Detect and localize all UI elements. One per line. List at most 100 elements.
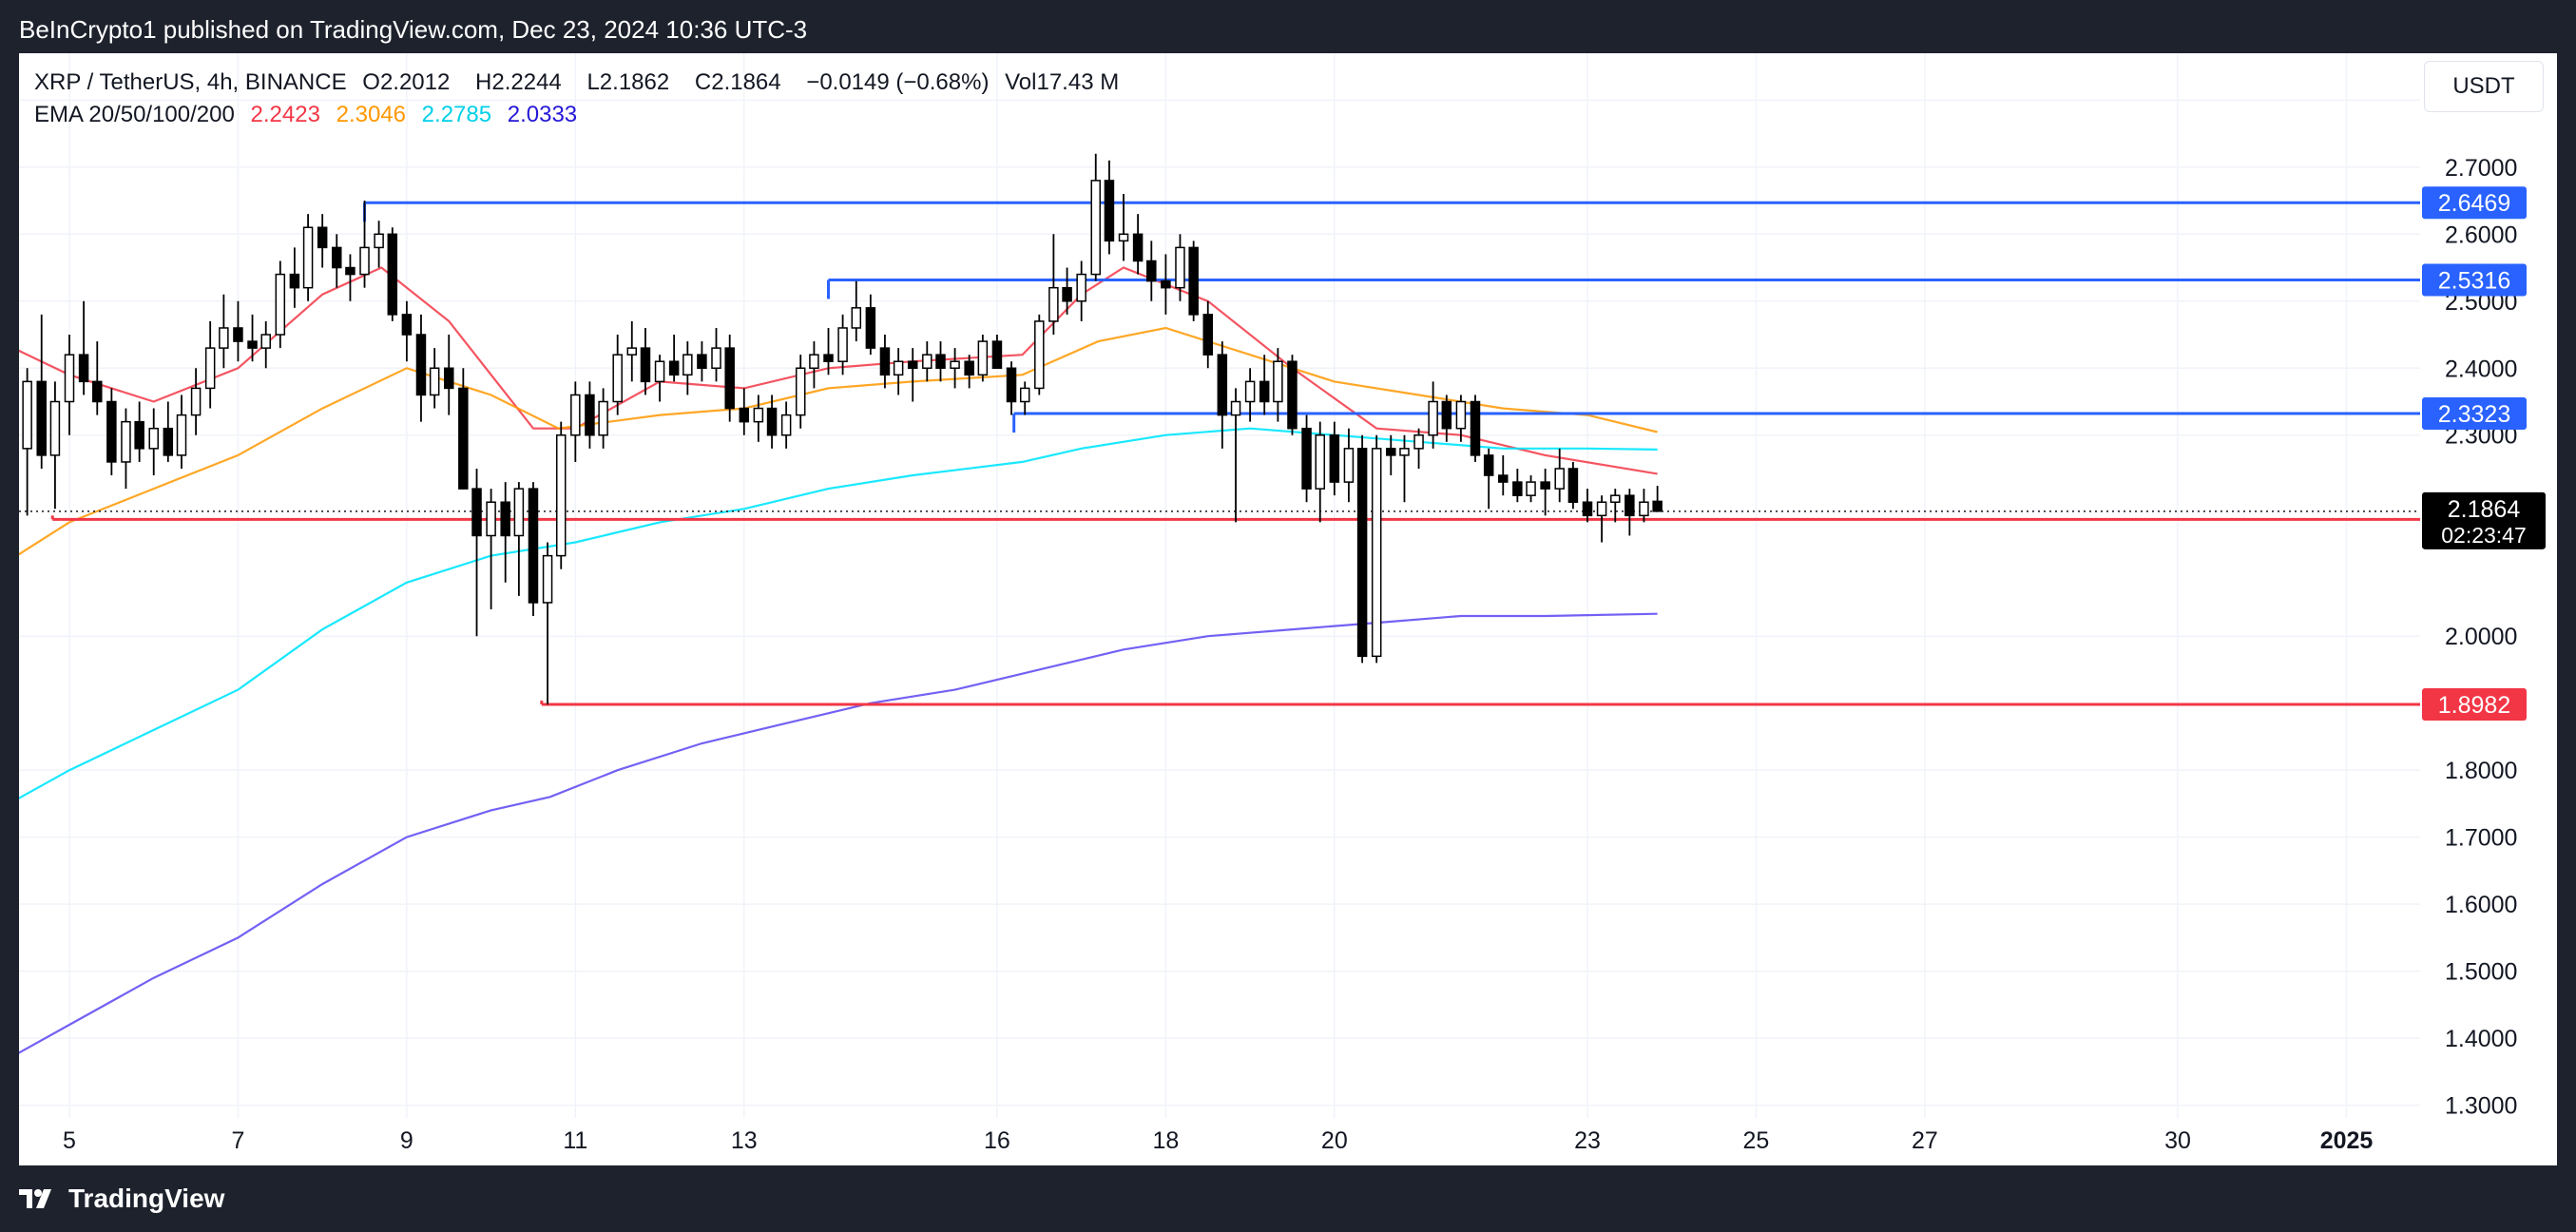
candle-up[interactable]: [49, 400, 61, 456]
candle-up[interactable]: [374, 233, 384, 249]
candle-down[interactable]: [1259, 380, 1270, 403]
candle-down[interactable]: [935, 354, 946, 370]
candle-up[interactable]: [204, 347, 216, 390]
candle-up[interactable]: [542, 554, 553, 604]
candle-up[interactable]: [1596, 501, 1607, 517]
candle-up[interactable]: [1244, 380, 1256, 403]
candle-down[interactable]: [233, 327, 243, 342]
candle-up[interactable]: [1399, 448, 1410, 456]
symbol-label[interactable]: XRP / TetherUS, 4h, BINANCE: [34, 69, 347, 95]
candle-down[interactable]: [1132, 233, 1144, 262]
candle-up[interactable]: [22, 380, 32, 450]
candle-down[interactable]: [92, 380, 103, 403]
candle-up[interactable]: [1230, 400, 1241, 416]
candle-down[interactable]: [766, 407, 778, 436]
candle-down[interactable]: [724, 347, 735, 410]
candle-down[interactable]: [1188, 246, 1199, 316]
candle-up[interactable]: [809, 354, 819, 370]
candle-up[interactable]: [1315, 433, 1326, 490]
candle-down[interactable]: [106, 400, 117, 463]
candle-up[interactable]: [1639, 501, 1649, 517]
candle-down[interactable]: [1470, 400, 1481, 456]
candle-down[interactable]: [907, 360, 918, 370]
candle-down[interactable]: [1441, 400, 1452, 430]
candle-up[interactable]: [780, 414, 792, 436]
candle-down[interactable]: [640, 347, 651, 383]
candle-down[interactable]: [78, 354, 89, 383]
candle-down[interactable]: [1624, 494, 1635, 517]
candle-down[interactable]: [1356, 448, 1368, 658]
candle-up[interactable]: [1076, 273, 1086, 302]
candle-down[interactable]: [1202, 314, 1213, 356]
candle-down[interactable]: [879, 347, 891, 376]
candle-down[interactable]: [1146, 260, 1157, 282]
candle-down[interactable]: [1062, 286, 1072, 302]
candle-up[interactable]: [148, 427, 159, 450]
candle-down[interactable]: [289, 273, 300, 289]
candlestick-chart[interactable]: 2.80002.70002.60002.50002.40002.30002.00…: [19, 53, 2557, 1165]
candle-down[interactable]: [865, 307, 876, 349]
candle-up[interactable]: [1034, 320, 1045, 390]
candle-down[interactable]: [739, 407, 750, 423]
candle-up[interactable]: [598, 400, 608, 436]
candle-up[interactable]: [302, 226, 314, 289]
candle-down[interactable]: [1652, 500, 1663, 512]
candle-down[interactable]: [1006, 367, 1017, 403]
candle-down[interactable]: [1217, 354, 1228, 416]
candle-up[interactable]: [176, 414, 187, 456]
candle-up[interactable]: [1413, 433, 1424, 450]
candle-up[interactable]: [1455, 400, 1467, 430]
candle-up[interactable]: [1343, 448, 1355, 483]
candle-down[interactable]: [991, 340, 1003, 370]
candle-down[interactable]: [1582, 501, 1593, 517]
candle-down[interactable]: [247, 340, 258, 349]
candle-up[interactable]: [260, 334, 271, 349]
candle-down[interactable]: [317, 226, 328, 249]
candle-up[interactable]: [977, 340, 989, 376]
candle-up[interactable]: [1371, 448, 1382, 658]
candle-down[interactable]: [1512, 481, 1523, 496]
candle-down[interactable]: [668, 360, 680, 376]
candle-up[interactable]: [1610, 494, 1621, 503]
currency-button[interactable]: USDT: [2424, 61, 2544, 112]
candle-up[interactable]: [513, 488, 525, 537]
candle-up[interactable]: [837, 327, 848, 362]
candle-up[interactable]: [1048, 286, 1059, 322]
candle-up[interactable]: [1175, 246, 1185, 289]
candle-up[interactable]: [275, 273, 286, 336]
candle-down[interactable]: [345, 266, 356, 276]
tradingview-brand[interactable]: TradingView: [19, 1184, 224, 1214]
candle-down[interactable]: [134, 420, 144, 450]
candle-down[interactable]: [458, 387, 469, 490]
candle-up[interactable]: [893, 360, 904, 376]
candle-up[interactable]: [1019, 387, 1030, 403]
candle-up[interactable]: [626, 347, 638, 356]
candle-up[interactable]: [753, 407, 764, 423]
candle-up[interactable]: [190, 387, 202, 416]
candle-up[interactable]: [682, 354, 693, 376]
candle-up[interactable]: [219, 327, 229, 349]
candle-down[interactable]: [471, 488, 482, 537]
candle-up[interactable]: [359, 246, 370, 276]
candle-down[interactable]: [163, 427, 174, 456]
candle-up[interactable]: [1273, 360, 1283, 403]
candle-down[interactable]: [1498, 474, 1509, 483]
candle-up[interactable]: [1090, 180, 1101, 276]
candle-down[interactable]: [444, 367, 454, 390]
candle-up[interactable]: [922, 354, 932, 370]
candle-up[interactable]: [486, 501, 496, 537]
candle-up[interactable]: [950, 360, 960, 370]
candle-down[interactable]: [585, 394, 595, 436]
candle-down[interactable]: [1483, 454, 1494, 476]
candle-up[interactable]: [1554, 468, 1565, 490]
candle-down[interactable]: [964, 360, 974, 376]
candle-down[interactable]: [1567, 468, 1579, 503]
candle-down[interactable]: [36, 380, 47, 456]
candle-up[interactable]: [1428, 400, 1438, 436]
candle-down[interactable]: [1386, 448, 1396, 456]
candle-up[interactable]: [795, 367, 806, 416]
candle-down[interactable]: [1161, 279, 1171, 289]
candle-up[interactable]: [556, 433, 567, 557]
candle-up[interactable]: [1526, 481, 1536, 496]
candle-down[interactable]: [1329, 433, 1340, 483]
